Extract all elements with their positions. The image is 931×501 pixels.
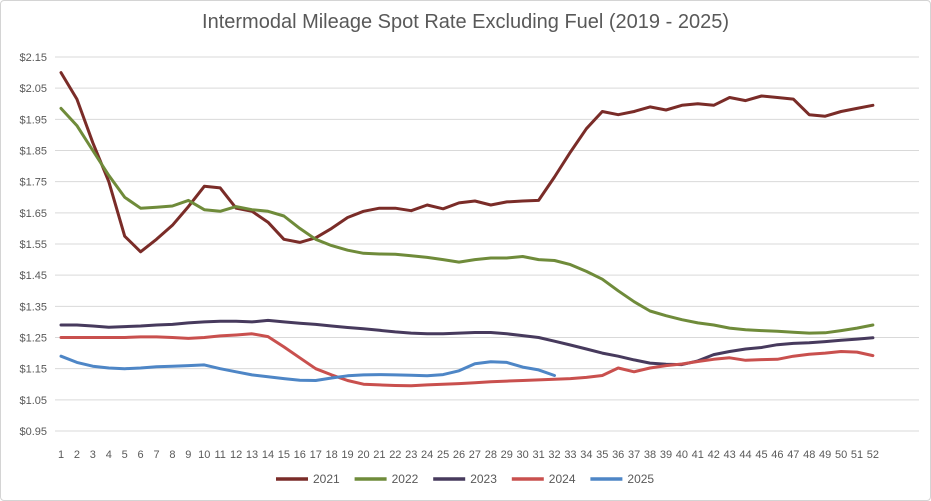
x-tick-label: 43	[724, 449, 736, 461]
x-tick-label: 23	[405, 449, 417, 461]
x-tick-label: 35	[596, 449, 608, 461]
x-tick-label: 5	[122, 449, 128, 461]
x-tick-label: 4	[106, 449, 112, 461]
y-tick-label: $2.05	[19, 83, 47, 95]
x-tick-label: 51	[851, 449, 863, 461]
x-tick-label: 1	[58, 449, 64, 461]
x-tick-label: 10	[198, 449, 210, 461]
x-tick-label: 14	[262, 449, 274, 461]
x-tick-label: 19	[341, 449, 353, 461]
x-tick-label: 45	[755, 449, 767, 461]
x-tick-label: 50	[835, 449, 847, 461]
legend-item-2025: 2025	[590, 472, 654, 486]
legend-label-2025: 2025	[627, 472, 654, 486]
legend-item-2022: 2022	[354, 472, 419, 486]
x-tick-label: 48	[803, 449, 815, 461]
chart-title: Intermodal Mileage Spot Rate Excluding F…	[202, 11, 729, 33]
x-tick-label: 49	[819, 449, 831, 461]
y-tick-label: $1.35	[19, 301, 47, 313]
x-tick-label: 30	[517, 449, 529, 461]
y-tick-label: $1.05	[19, 395, 47, 407]
x-tick-label: 17	[310, 449, 322, 461]
y-axis-labels: $2.15 $2.05 $1.95 $1.85 $1.75 $1.65 $1.55 $1.45…	[19, 52, 47, 438]
x-tick-label: 41	[692, 449, 704, 461]
legend-label-2021: 2021	[313, 472, 340, 486]
x-tick-label: 18	[326, 449, 338, 461]
gridlines	[55, 56, 919, 432]
x-tick-label: 32	[548, 449, 560, 461]
x-tick-label: 34	[580, 449, 592, 461]
x-tick-label: 26	[453, 449, 465, 461]
x-tick-label: 12	[230, 449, 242, 461]
y-tick-label: $1.75	[19, 177, 47, 189]
x-tick-label: 46	[771, 449, 783, 461]
legend-label-2022: 2022	[392, 472, 419, 486]
x-tick-label: 7	[153, 449, 159, 461]
x-tick-label: 44	[739, 449, 751, 461]
y-tick-label: $1.25	[19, 333, 47, 345]
series-line-2025	[59, 354, 556, 382]
x-tick-label: 21	[373, 449, 385, 461]
x-tick-label: 33	[564, 449, 576, 461]
x-tick-label: 47	[787, 449, 799, 461]
series-line-2022	[59, 106, 875, 335]
x-tick-label: 42	[708, 449, 720, 461]
x-tick-label: 31	[532, 449, 544, 461]
x-tick-label: 8	[169, 449, 175, 461]
legend-item-2023: 2023	[433, 472, 497, 486]
x-tick-label: 38	[644, 449, 656, 461]
x-tick-label: 16	[294, 449, 306, 461]
legend-item-2024: 2024	[511, 472, 576, 486]
x-tick-label: 39	[660, 449, 672, 461]
legend-item-2021: 2021	[276, 472, 340, 486]
y-tick-label: $1.65	[19, 208, 47, 220]
series-line-2023	[59, 318, 875, 367]
legend-label-2024: 2024	[549, 472, 576, 486]
x-tick-label: 11	[214, 449, 225, 461]
x-tick-label: 3	[90, 449, 96, 461]
x-tick-label: 9	[185, 449, 191, 461]
x-tick-label: 20	[357, 449, 369, 461]
x-tick-label: 6	[138, 449, 144, 461]
x-tick-label: 40	[676, 449, 688, 461]
x-tick-label: 15	[278, 449, 290, 461]
series-line-2024	[59, 332, 875, 388]
x-tick-label: 52	[867, 449, 879, 461]
x-tick-label: 36	[612, 449, 624, 461]
x-tick-label: 37	[628, 449, 640, 461]
x-tick-label: 24	[421, 449, 433, 461]
series-lines	[59, 71, 875, 388]
y-tick-label: $0.95	[19, 426, 47, 438]
y-tick-label: $1.15	[19, 364, 47, 376]
x-tick-label: 22	[389, 449, 401, 461]
x-tick-label: 25	[437, 449, 449, 461]
y-tick-label: $2.15	[19, 52, 47, 64]
x-tick-label: 29	[501, 449, 513, 461]
x-tick-label: 27	[469, 449, 481, 461]
y-tick-label: $1.95	[19, 114, 47, 126]
y-tick-label: $1.55	[19, 239, 47, 251]
x-tick-label: 2	[74, 449, 80, 461]
series-line-2021	[59, 71, 875, 254]
x-tick-label: 28	[485, 449, 497, 461]
y-tick-label: $1.85	[19, 146, 47, 158]
legend-label-2023: 2023	[470, 472, 497, 486]
x-axis-labels: 1 2 3 4 5 6 7 8 9 10 11 12 13 14 15 16 17 18 19 20 21 22 23 24 2…	[58, 449, 879, 461]
x-tick-label: 13	[246, 449, 258, 461]
legend: 2021 2022 2023 2024 2025	[276, 472, 654, 486]
y-tick-label: $1.45	[19, 270, 47, 282]
